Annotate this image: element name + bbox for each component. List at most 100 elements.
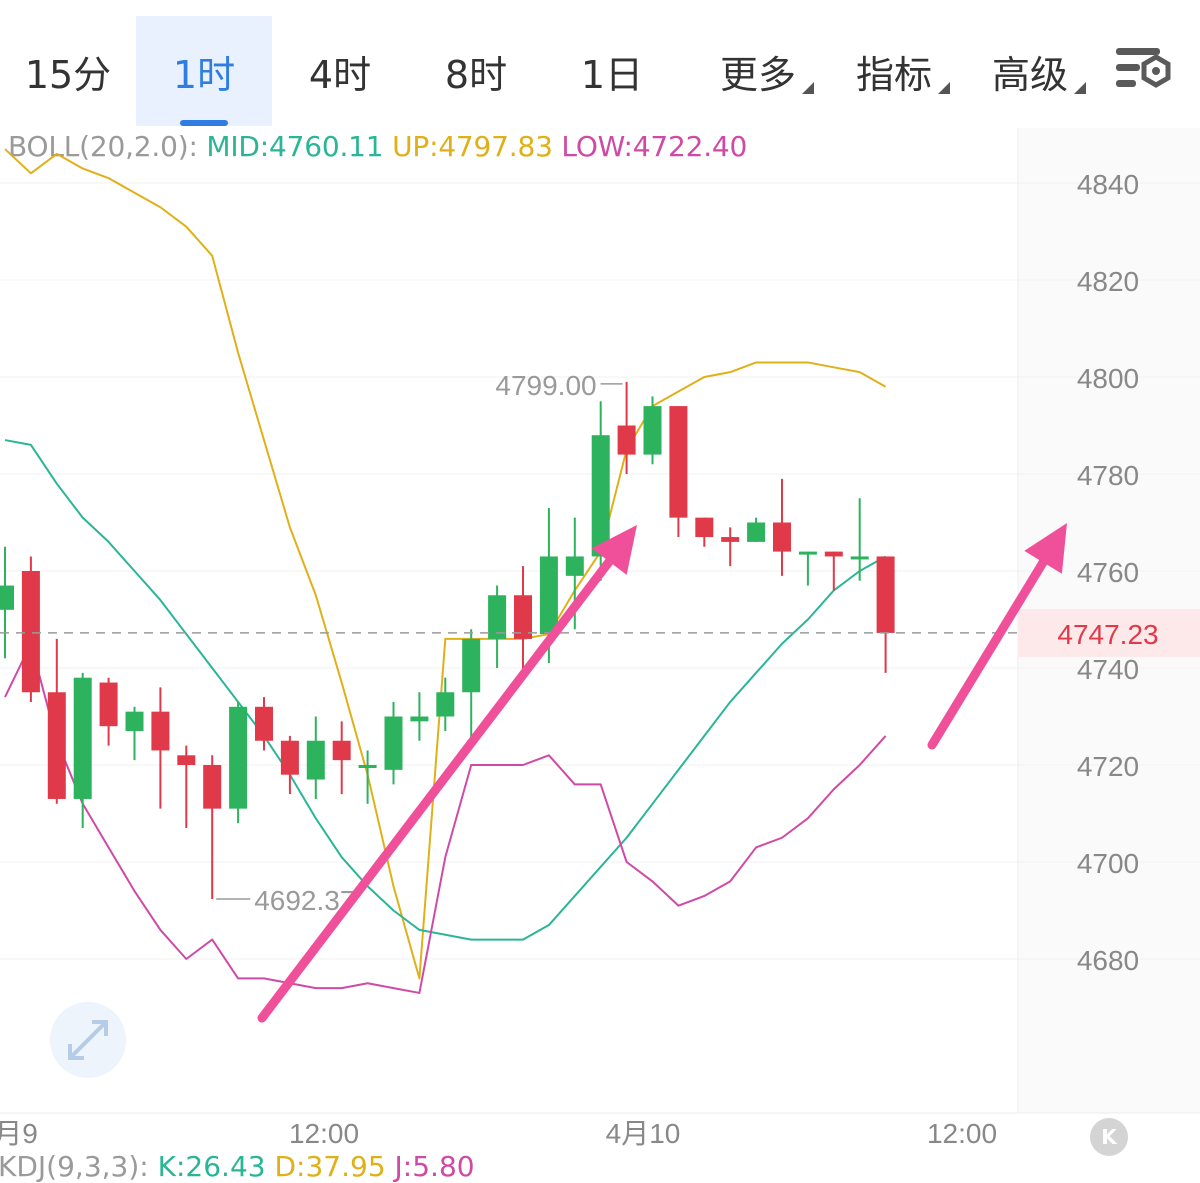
candle [695, 517, 714, 547]
arrow-shaft [927, 557, 1048, 750]
kdj-j-value: J:5.80 [394, 1150, 475, 1183]
candle-body [436, 692, 455, 717]
tab-1hour[interactable]: 1时 [136, 16, 272, 126]
candle-body [151, 711, 170, 751]
boll-low-value: LOW:4722.40 [561, 130, 748, 163]
arrow-head [1024, 523, 1067, 574]
candle [280, 735, 299, 795]
candle-body [21, 571, 40, 693]
candle-body [125, 711, 144, 732]
candle-body [565, 556, 584, 576]
kdj-legend: KDJ(9,3,3): K:26.43 D:37.95 J:5.80 [0, 1150, 475, 1183]
y-tick-label: 4800 [1077, 363, 1139, 394]
kdj-name: KDJ(9,3,3): [0, 1150, 149, 1183]
candle [151, 687, 170, 809]
candle-body [876, 556, 895, 633]
y-tick-label: 4780 [1077, 460, 1139, 491]
boll-up-value: UP:4797.83 [392, 130, 553, 163]
candle-body [850, 556, 869, 560]
candle-body [669, 406, 688, 518]
x-tick-label: 12:00 [927, 1118, 997, 1149]
candle-body [721, 537, 740, 542]
forecast-arrow [927, 523, 1067, 750]
candle [99, 677, 118, 746]
tab-label: 1日 [580, 52, 644, 97]
candle [617, 381, 636, 474]
candle [229, 701, 248, 824]
candle-body [47, 692, 66, 799]
candle [462, 629, 481, 741]
timeframe-toolbar: 15分 1时 4时 8时 1日 更多 指标 高级 [0, 0, 1200, 128]
candle-body [488, 595, 507, 639]
candle [488, 585, 507, 668]
tab-label: 高级 [991, 52, 1068, 97]
candle-body [462, 638, 481, 693]
candle [125, 706, 144, 761]
candle [0, 546, 14, 659]
candle-body [332, 740, 351, 761]
candle [798, 551, 817, 586]
candle-body [203, 765, 222, 809]
tab-1day[interactable]: 1日 [544, 16, 680, 126]
candle-body [0, 585, 14, 610]
candle [436, 677, 455, 732]
candle [721, 527, 740, 567]
candle [73, 672, 92, 829]
boll-low-line [4, 642, 887, 994]
candle [824, 551, 843, 591]
candle-body [539, 556, 558, 635]
tab-advanced[interactable]: 高级 [978, 16, 1086, 126]
y-tick-label: 4740 [1077, 654, 1139, 685]
y-tick-label: 4760 [1077, 557, 1139, 588]
candle [384, 701, 403, 785]
candle-body [747, 522, 766, 542]
candle-body [280, 740, 299, 775]
high-price-label: 4799.00 [495, 370, 596, 401]
tab-8hour[interactable]: 8时 [408, 16, 544, 126]
candle-body [695, 517, 714, 538]
candle-body [255, 706, 273, 741]
candle-body [773, 522, 791, 552]
tab-more[interactable]: 更多 [706, 16, 814, 126]
x-tick-label: 12:00 [289, 1118, 359, 1149]
boll-mid-line [4, 439, 887, 941]
candlestick-chart[interactable]: 4840 4820 4800 4780 4760 4740 4720 4700 4680 474… [0, 128, 1200, 1170]
candle [773, 478, 791, 576]
current-price-badge [1018, 608, 1200, 657]
candle [410, 692, 429, 741]
tab-15min[interactable]: 15分 [0, 16, 136, 126]
boll-legend: BOLL(20,2.0): MID:4760.11 UP:4797.83 LOW… [8, 130, 747, 163]
tab-label: 8时 [444, 52, 508, 97]
candle-body [73, 677, 92, 799]
chart-settings-icon[interactable] [1112, 42, 1174, 98]
tab-label: 4时 [308, 52, 372, 97]
fullscreen-expand-icon[interactable] [50, 1002, 126, 1078]
kline-mode-icon: K [1101, 1125, 1117, 1149]
dropdown-caret-icon [1074, 82, 1086, 94]
boll-name: BOLL(20,2.0): [8, 130, 198, 163]
candle-body [384, 716, 403, 770]
candle [876, 556, 895, 673]
candle [306, 716, 325, 799]
tab-label: 15分 [24, 52, 112, 97]
candle [203, 755, 222, 900]
y-tick-label: 4820 [1077, 266, 1139, 297]
kdj-d-value: D:37.95 [274, 1150, 386, 1183]
candle [255, 697, 273, 751]
current-price-label: 4747.23 [1057, 619, 1158, 650]
candle-body [358, 765, 377, 768]
tab-4hour[interactable]: 4时 [272, 16, 408, 126]
y-tick-label: 4720 [1077, 751, 1139, 782]
x-tick-label: 4月10 [606, 1118, 681, 1149]
candle [850, 498, 869, 581]
uptrend-arrow [257, 525, 637, 1023]
candle-body [410, 716, 429, 722]
candle-body [617, 425, 636, 455]
candle-body [514, 595, 532, 639]
tab-label: 1时 [172, 52, 236, 97]
kline-mode-button[interactable]: K [1090, 1118, 1128, 1156]
tab-indicators[interactable]: 指标 [842, 16, 950, 126]
candle-body [591, 435, 610, 557]
kdj-k-value: K:26.43 [157, 1150, 266, 1183]
candle [358, 750, 377, 804]
